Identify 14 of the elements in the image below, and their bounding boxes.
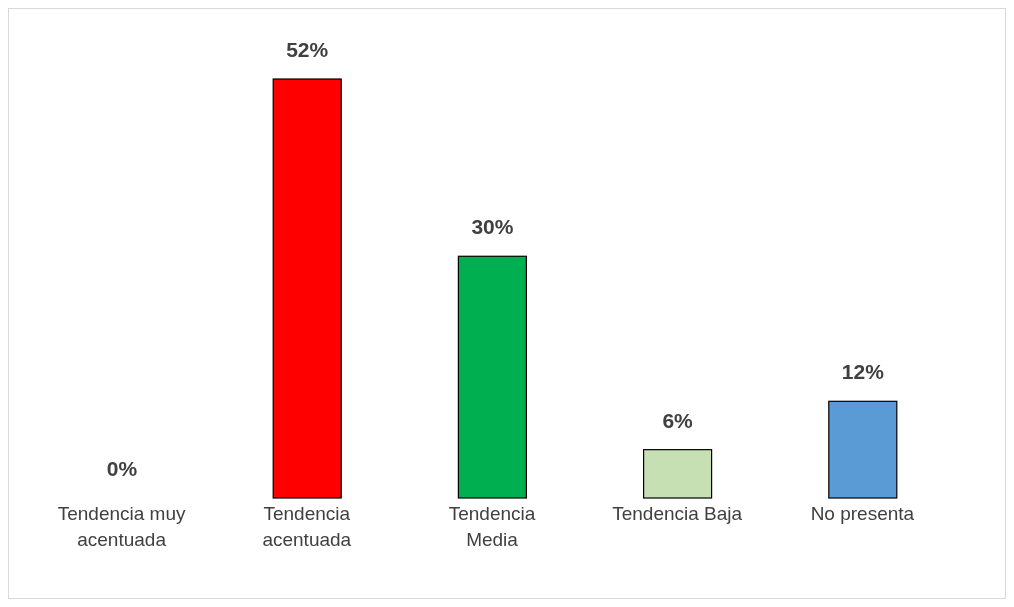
bar — [828, 400, 898, 499]
bar — [643, 449, 713, 499]
bar — [457, 255, 527, 499]
bar — [272, 78, 342, 499]
x-tick-label: No presenta — [810, 503, 915, 524]
data-label: 12% — [841, 360, 885, 384]
data-label: 0% — [106, 457, 138, 480]
x-tick-label: Tendencia Baja — [612, 503, 743, 524]
x-tick-label: Tendencia muy acentuada — [57, 503, 186, 550]
data-label: 52% — [286, 38, 329, 61]
x-tick-label: Tendencia acentuada — [262, 503, 352, 550]
data-label: 30% — [471, 215, 514, 239]
x-tick-label: Tendencia Media — [448, 503, 536, 550]
data-label: 6% — [662, 408, 694, 432]
